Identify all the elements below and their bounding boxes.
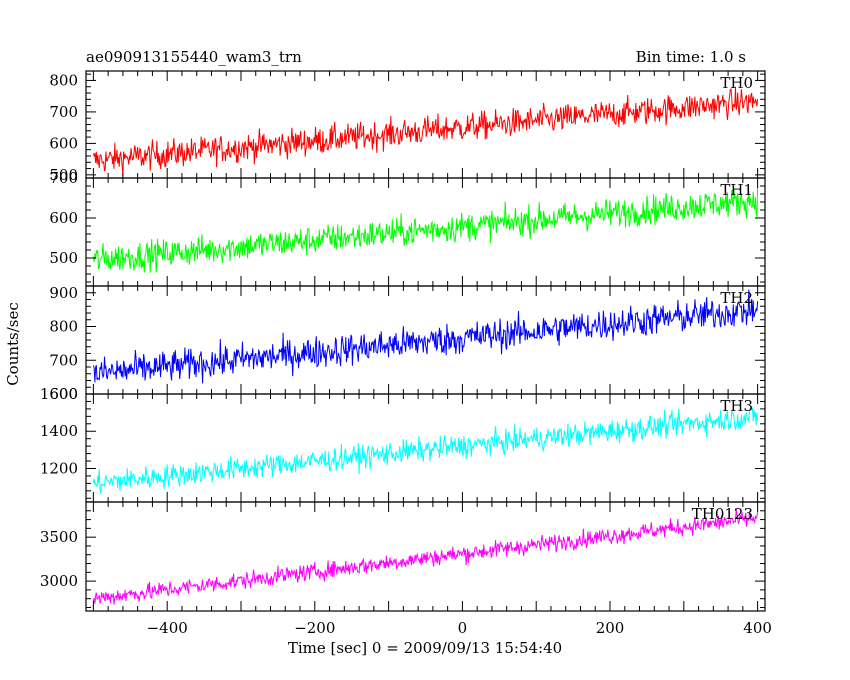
y-tick-label: 700 bbox=[49, 351, 78, 369]
y-tick-label: 800 bbox=[49, 318, 78, 336]
y-tick-label: 600 bbox=[49, 385, 78, 403]
y-tick-label: 3500 bbox=[40, 528, 78, 546]
x-tick-label: −400 bbox=[147, 619, 188, 637]
panel-th1: 500 600 700 TH1 bbox=[49, 169, 766, 287]
y-tick-label: 1200 bbox=[40, 459, 78, 477]
y-tick-label: 600 bbox=[49, 209, 78, 227]
series-th3 bbox=[92, 407, 759, 494]
y-tick-label: 800 bbox=[49, 71, 78, 89]
series-th1 bbox=[92, 187, 759, 273]
panel-th0123: 3000 3500 TH0123 bbox=[40, 501, 766, 612]
panels-group: 500 600 700 800 TH0 500 600 700 TH1 600 700 800 900 T… bbox=[40, 70, 766, 612]
panel-label-th0123: TH0123 bbox=[692, 505, 753, 523]
x-axis: −400 −200 0 200 400 bbox=[147, 619, 772, 637]
series-th0 bbox=[92, 86, 759, 177]
y-tick-label: 500 bbox=[49, 249, 78, 267]
x-tick-label: −200 bbox=[294, 619, 335, 637]
x-tick-label: 0 bbox=[458, 619, 468, 637]
panel-th3: 1200 1400 1600 TH3 bbox=[40, 385, 766, 503]
panel-frame bbox=[85, 501, 766, 612]
y-tick-label: 500 bbox=[49, 166, 78, 184]
series-th0123 bbox=[92, 508, 759, 605]
panel-label-th2: TH2 bbox=[720, 289, 753, 307]
chart-title-left: ae090913155440_wam3_trn bbox=[86, 48, 302, 66]
y-tick-label: 1600 bbox=[40, 385, 78, 403]
y-tick-label: 900 bbox=[49, 284, 78, 302]
panel-label-th1: TH1 bbox=[720, 181, 753, 199]
y-tick-label: 700 bbox=[49, 103, 78, 121]
chart-title-right: Bin time: 1.0 s bbox=[636, 48, 746, 66]
panel-label-th0: TH0 bbox=[720, 74, 753, 92]
y-tick-label: 700 bbox=[49, 169, 78, 187]
y-tick-label: 3000 bbox=[40, 572, 78, 590]
series-th2 bbox=[92, 289, 759, 384]
panel-th2: 600 700 800 900 TH2 bbox=[49, 284, 766, 403]
y-tick-label: 600 bbox=[49, 134, 78, 152]
x-tick-label: 200 bbox=[596, 619, 625, 637]
x-tick-label: 400 bbox=[743, 619, 772, 637]
panel-th0: 500 600 700 800 TH0 bbox=[49, 70, 766, 184]
y-axis-label: Counts/sec bbox=[4, 302, 22, 386]
x-axis-label: Time [sec] 0 = 2009/09/13 15:54:40 bbox=[288, 639, 562, 657]
y-tick-label: 1400 bbox=[40, 422, 78, 440]
panel-frame bbox=[85, 177, 766, 287]
panel-label-th3: TH3 bbox=[720, 397, 753, 415]
